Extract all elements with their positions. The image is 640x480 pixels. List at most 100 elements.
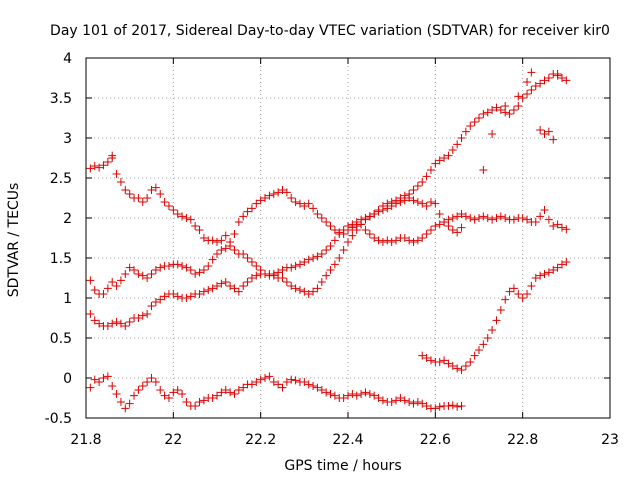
data-point [247, 274, 256, 282]
data-point [492, 214, 501, 222]
data-point [252, 378, 261, 386]
data-point [536, 271, 545, 280]
data-point [326, 222, 335, 230]
data-point [112, 390, 121, 398]
data-point [457, 210, 466, 218]
data-point [317, 278, 326, 286]
data-point [457, 366, 466, 374]
chart-title: Day 101 of 2017, Sidereal Day-to-day VTE… [50, 23, 610, 39]
data-point [239, 212, 248, 221]
data-point [422, 354, 431, 362]
data-point [453, 212, 462, 221]
data-point [295, 260, 304, 269]
data-point [418, 399, 427, 408]
data-point [361, 388, 370, 397]
data-point [313, 252, 322, 261]
data-point [387, 398, 396, 406]
data-point [147, 302, 156, 310]
data-point [287, 282, 296, 290]
data-point [317, 250, 326, 258]
data-point [400, 396, 409, 405]
y-tick-label: 3.5 [50, 91, 72, 107]
data-point [164, 202, 173, 210]
data-point [457, 134, 466, 142]
data-point [488, 130, 497, 138]
data-point [453, 364, 462, 373]
data-point [348, 231, 357, 240]
data-point [339, 394, 348, 402]
data-point [479, 212, 488, 221]
data-point [178, 390, 187, 398]
data-point [461, 362, 470, 370]
data-point [269, 270, 278, 278]
series-sat-a [86, 70, 571, 298]
data-point [274, 188, 283, 197]
data-point [492, 103, 501, 112]
data-point [509, 215, 518, 224]
data-point [86, 164, 95, 173]
data-point [230, 390, 239, 398]
data-point [173, 292, 182, 301]
data-point [274, 380, 283, 389]
data-point [160, 391, 169, 400]
data-point [501, 214, 510, 222]
data-point [527, 282, 536, 290]
data-point [348, 220, 357, 229]
data-point [95, 378, 104, 386]
data-point [400, 234, 409, 242]
data-point [378, 396, 387, 405]
data-point [182, 214, 191, 222]
data-point [217, 279, 226, 288]
data-point [453, 228, 462, 237]
data-point [213, 238, 221, 246]
x-tick-label: 22.8 [507, 432, 538, 448]
data-point [239, 250, 248, 258]
data-point [173, 386, 182, 394]
data-point [330, 236, 339, 245]
x-axis-label: GPS time / hours [284, 458, 401, 474]
data-point [309, 254, 318, 262]
data-point [108, 319, 117, 328]
data-point [365, 212, 374, 221]
data-point [374, 394, 383, 402]
data-point [527, 68, 536, 77]
data-point [134, 386, 143, 394]
data-point [156, 386, 165, 394]
data-point [112, 282, 121, 290]
data-point [265, 191, 274, 200]
data-point [217, 246, 226, 254]
data-point [173, 260, 182, 269]
data-point [549, 266, 558, 274]
data-point [121, 186, 130, 194]
data-point [121, 404, 130, 413]
data-point [99, 290, 108, 298]
data-point [313, 210, 322, 218]
data-point [448, 146, 457, 154]
data-point [147, 186, 156, 194]
data-point [121, 270, 130, 278]
data-point [448, 362, 457, 370]
data-point [103, 158, 112, 166]
data-point [322, 271, 331, 280]
data-point [470, 118, 479, 126]
data-point [435, 358, 444, 366]
data-point [99, 161, 108, 170]
data-point [422, 172, 431, 181]
data-point [544, 74, 553, 82]
data-point [422, 402, 431, 410]
data-point [304, 380, 313, 389]
data-point [300, 287, 309, 296]
data-point [426, 356, 435, 365]
data-point [151, 298, 160, 306]
data-point [448, 214, 457, 222]
data-point [108, 382, 117, 390]
data-point [352, 218, 361, 226]
data-point [86, 276, 95, 285]
series-sat-b [86, 186, 571, 298]
data-point [304, 255, 313, 264]
data-point [143, 274, 152, 282]
data-point [138, 198, 147, 206]
data-point [143, 310, 152, 318]
data-point [470, 351, 479, 360]
data-point [396, 198, 405, 206]
